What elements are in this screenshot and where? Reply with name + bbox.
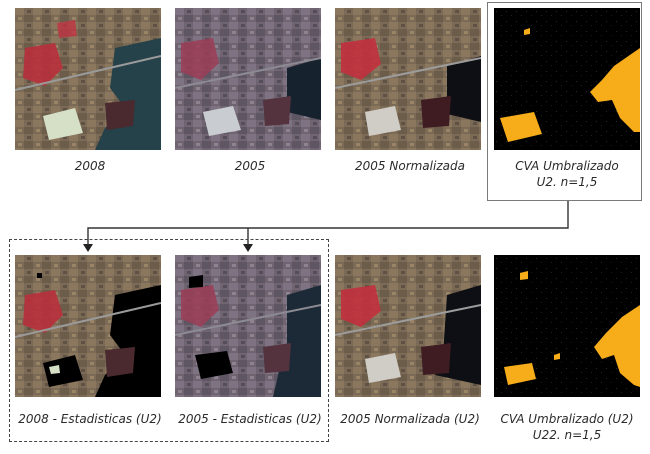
satellite-image-2005-normalized-u2 [335, 255, 481, 397]
satellite-image-2005-statistics [175, 255, 321, 397]
cva-threshold-map-u22 [494, 255, 640, 397]
caption-2005-estadisticas: 2005 - Estadisticas (U2) [178, 412, 322, 426]
caption-cva-umbralizado: CVA Umbralizado U2. n=1,5 [515, 159, 619, 189]
satellite-image-2005-normalized [335, 8, 481, 150]
caption-2008: 2008 [74, 159, 106, 173]
satellite-image-2008 [15, 8, 161, 150]
caption-2005-normalizada-u2: 2005 Normalizada (U2) [340, 412, 480, 426]
cva-frame [487, 2, 642, 201]
caption-2005-normalizada: 2005 Normalizada [355, 159, 465, 173]
caption-2008-estadisticas: 2008 - Estadisticas (U2) [18, 412, 162, 426]
cva-threshold-map-u2 [494, 8, 640, 150]
statistics-group-frame [9, 239, 329, 442]
caption-2005: 2005 [234, 159, 266, 173]
satellite-image-2008-statistics [15, 255, 161, 397]
satellite-image-2005 [175, 8, 321, 150]
caption-cva-umbralizado-u2: CVA Umbralizado (U2) U22. n=1,5 [500, 412, 634, 442]
